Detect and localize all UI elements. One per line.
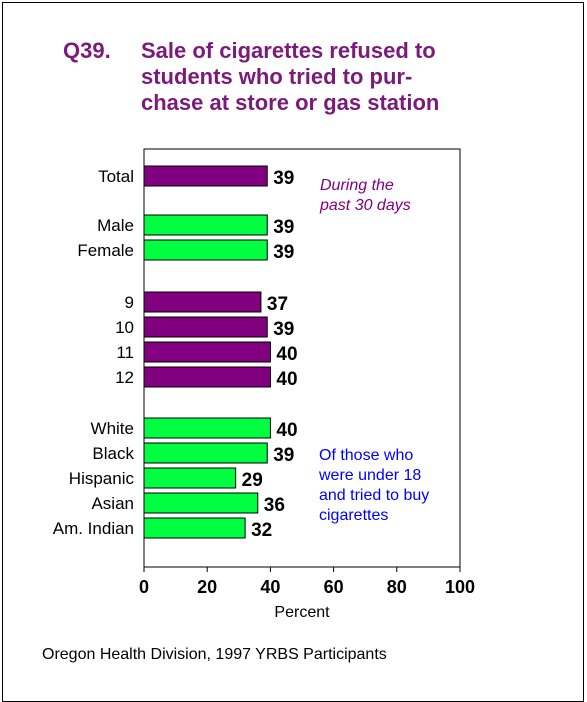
category-label: Am. Indian — [53, 519, 134, 538]
value-label: 39 — [273, 445, 294, 466]
category-label: White — [91, 419, 134, 438]
annotation-line: cigarettes — [319, 507, 388, 524]
bar — [143, 467, 237, 489]
annotation-line: were under 18 — [318, 467, 421, 484]
category-label: Total — [98, 167, 134, 186]
bar — [143, 366, 271, 388]
value-label: 32 — [251, 520, 272, 541]
source-note: Oregon Health Division, 1997 YRBS Partic… — [42, 646, 387, 663]
bar — [143, 492, 259, 514]
x-tick-label: 0 — [139, 577, 149, 597]
annotation-line: During the — [320, 177, 394, 194]
bar — [143, 239, 268, 261]
category-label: Female — [77, 241, 134, 260]
bar — [143, 165, 268, 187]
bar — [143, 517, 246, 539]
value-label: 39 — [273, 319, 294, 340]
question-text: Sale of cigarettes refused to students w… — [141, 38, 561, 116]
question-number: Q39. — [63, 38, 111, 63]
value-label: 39 — [273, 168, 294, 189]
title-line: chase at store or gas station — [141, 90, 440, 115]
value-label: 40 — [276, 344, 297, 365]
value-label: 29 — [242, 470, 263, 491]
bar — [143, 417, 271, 439]
x-tick-label: 80 — [387, 577, 407, 597]
category-label: 12 — [115, 368, 134, 387]
category-label: Hispanic — [69, 469, 135, 488]
value-label: 40 — [276, 369, 297, 390]
title-line: Sale of cigarettes refused to — [141, 38, 436, 63]
annotation-line: Of those who — [319, 447, 413, 464]
bar — [143, 341, 271, 363]
category-label: 11 — [116, 343, 134, 362]
x-tick-label: 100 — [445, 577, 475, 597]
x-tick-label: 60 — [324, 577, 344, 597]
bar — [143, 442, 268, 464]
bar — [143, 316, 268, 338]
title-line: students who tried to pur- — [141, 64, 413, 89]
annotation-line: and tried to buy — [319, 487, 429, 504]
annotation-line: past 30 days — [319, 197, 411, 214]
category-label: 10 — [115, 318, 134, 337]
x-axis-label: Percent — [274, 604, 330, 621]
value-label: 36 — [264, 495, 285, 516]
category-label: Male — [97, 216, 134, 235]
value-label: 39 — [273, 217, 294, 238]
category-label: Asian — [91, 494, 134, 513]
category-label: 9 — [125, 293, 134, 312]
value-label: 40 — [276, 420, 297, 441]
value-label: 37 — [267, 294, 288, 315]
bar — [143, 214, 268, 236]
bar — [143, 291, 262, 313]
category-label: Black — [92, 444, 134, 463]
x-tick-label: 20 — [197, 577, 217, 597]
value-label: 39 — [273, 242, 294, 263]
x-tick-label: 40 — [260, 577, 280, 597]
bar-chart: Total 39 Male 39 Female 39 9 37 10 39 11 40 12 40 Whit… — [53, 148, 475, 621]
